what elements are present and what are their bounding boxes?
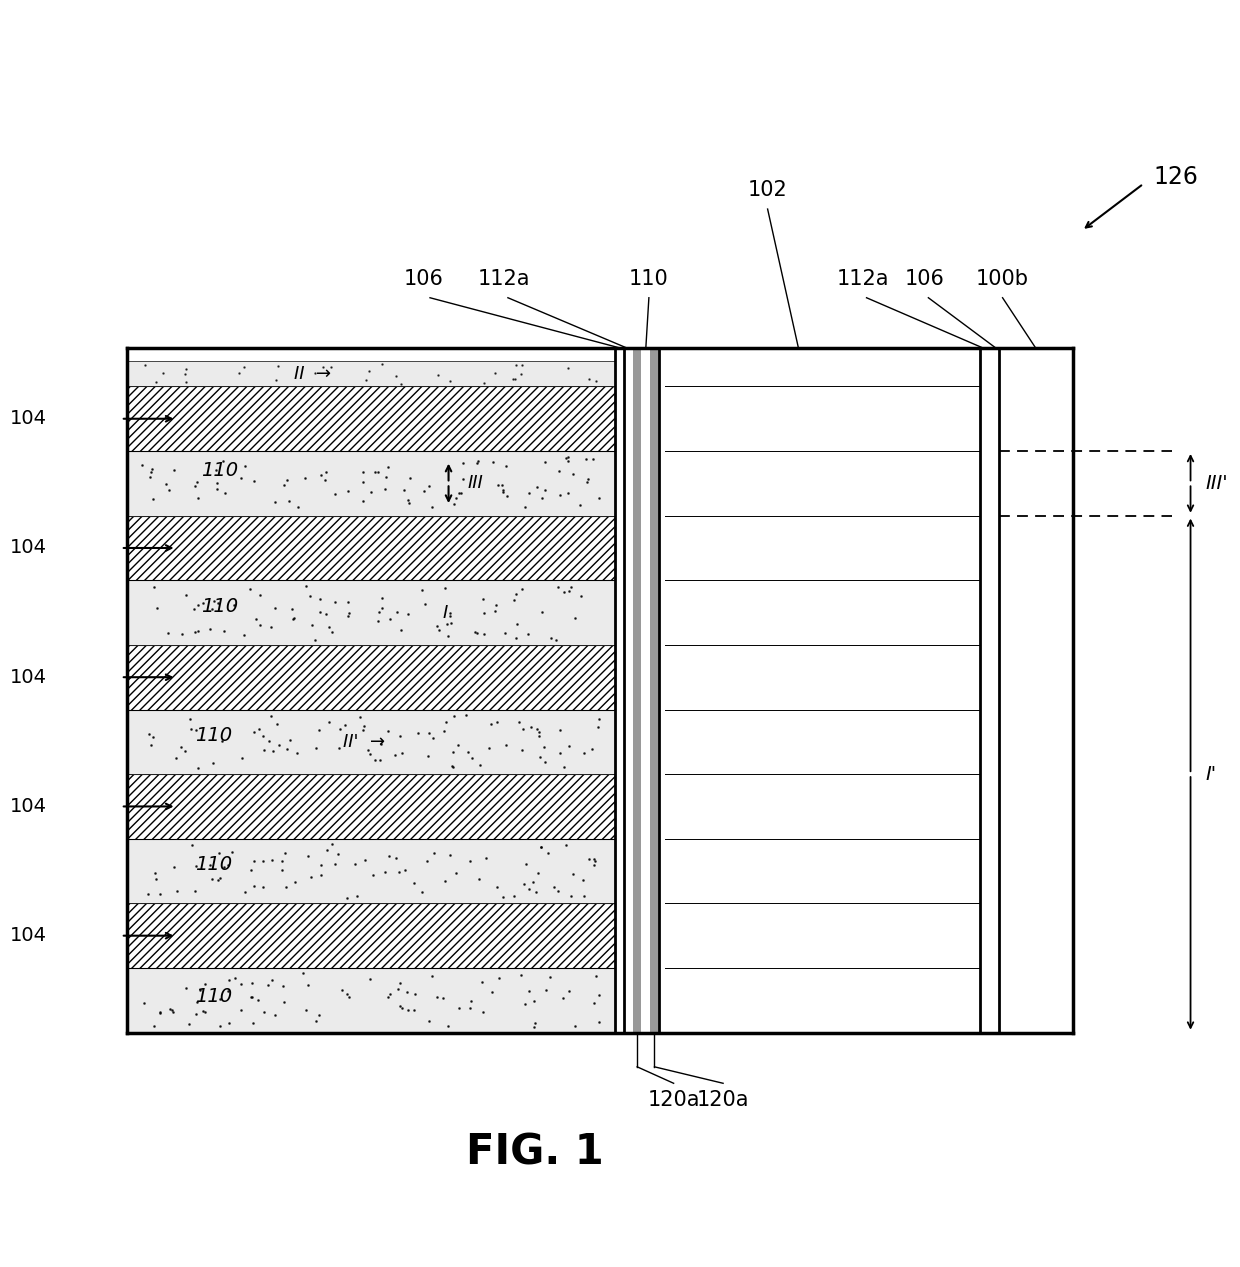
Bar — [126, 451, 615, 516]
Text: 104: 104 — [10, 668, 47, 687]
Text: 110: 110 — [195, 855, 232, 874]
Text: III': III' — [1205, 474, 1228, 493]
Bar — [126, 386, 615, 451]
Text: 110: 110 — [629, 269, 668, 289]
Text: 110: 110 — [195, 726, 232, 745]
Bar — [624, 348, 632, 1033]
Bar — [650, 348, 658, 1033]
Bar — [999, 348, 1073, 1033]
Bar — [126, 516, 615, 580]
Text: 110: 110 — [201, 461, 238, 480]
Text: 120a: 120a — [647, 1090, 699, 1110]
Bar — [126, 348, 1073, 1033]
Bar — [126, 710, 615, 774]
Text: 106: 106 — [905, 269, 945, 289]
Text: II'  →: II' → — [343, 732, 386, 751]
Text: II  →: II → — [294, 365, 331, 383]
Text: 104: 104 — [10, 797, 47, 816]
Text: 104: 104 — [10, 538, 47, 557]
Text: 110: 110 — [195, 987, 232, 1006]
Bar — [632, 348, 641, 1033]
Text: 106: 106 — [404, 269, 444, 289]
Text: 100b: 100b — [976, 269, 1029, 289]
Text: 102: 102 — [748, 180, 787, 200]
Bar — [126, 645, 615, 710]
Text: 126: 126 — [1153, 166, 1198, 189]
Text: I: I — [443, 603, 448, 622]
Bar — [126, 774, 615, 839]
Text: 104: 104 — [10, 409, 47, 428]
Bar — [665, 348, 981, 1033]
Text: FIG. 1: FIG. 1 — [466, 1131, 604, 1175]
Text: 104: 104 — [10, 926, 47, 945]
Bar — [126, 580, 615, 645]
Bar — [126, 361, 615, 386]
Text: 110: 110 — [201, 597, 238, 616]
Text: 120a: 120a — [697, 1090, 749, 1110]
Bar — [658, 348, 665, 1033]
Text: I': I' — [1205, 765, 1216, 783]
Bar — [126, 968, 615, 1033]
Bar — [126, 839, 615, 903]
Bar — [641, 348, 650, 1033]
Text: 112a: 112a — [477, 269, 531, 289]
Text: 112a: 112a — [837, 269, 889, 289]
Text: III: III — [467, 474, 482, 493]
Bar — [126, 903, 615, 968]
